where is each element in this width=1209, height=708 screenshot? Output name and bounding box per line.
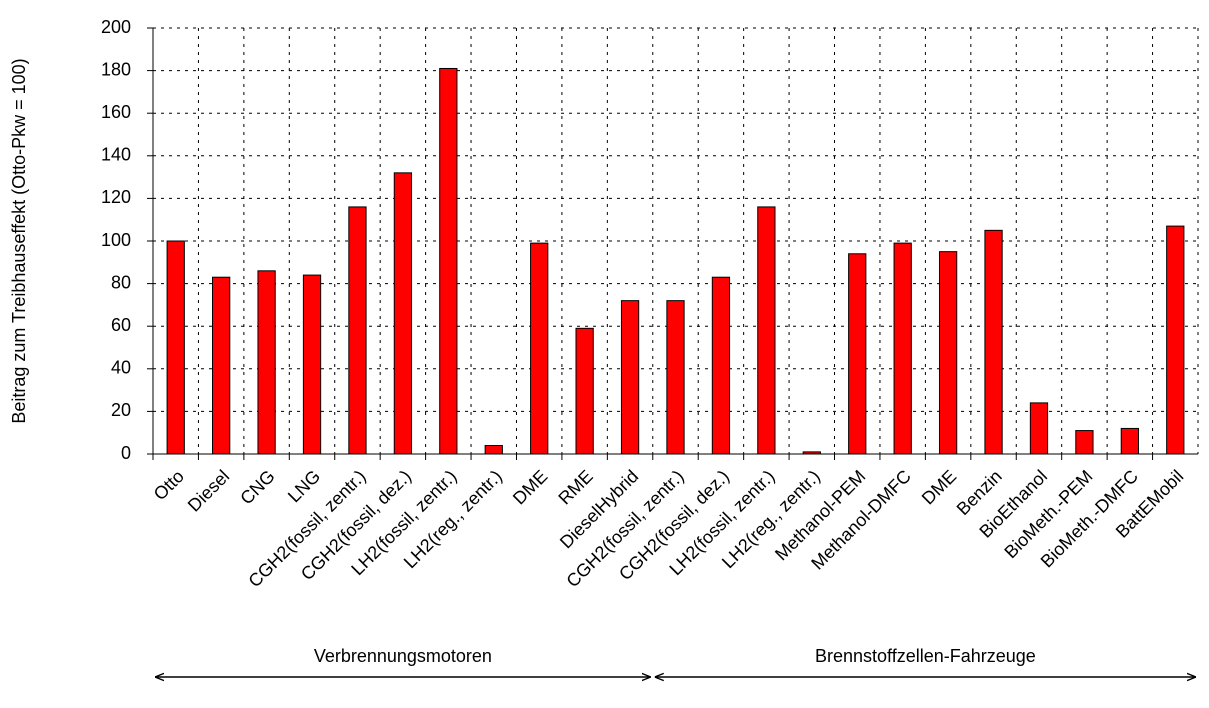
y-tick-label: 120 xyxy=(101,187,131,207)
bar xyxy=(212,276,231,455)
bar xyxy=(757,206,776,455)
bar xyxy=(257,270,276,455)
y-tick-label: 0 xyxy=(121,443,131,463)
bar xyxy=(802,451,821,455)
x-tick-label: RME xyxy=(554,466,596,508)
bar xyxy=(893,242,912,455)
bar xyxy=(575,327,594,455)
bar xyxy=(848,253,867,455)
bar xyxy=(984,229,1003,455)
bar xyxy=(348,206,367,455)
bar xyxy=(1166,225,1185,455)
y-tick-label: 60 xyxy=(111,315,131,335)
bar xyxy=(1029,402,1049,455)
bar xyxy=(938,251,958,455)
x-tick-label: CNG xyxy=(236,466,278,508)
y-tick-label: 40 xyxy=(111,358,131,378)
y-tick-label: 80 xyxy=(111,272,131,292)
bar xyxy=(393,172,413,455)
bar xyxy=(166,240,185,455)
x-tick-label: LNG xyxy=(284,466,324,506)
bar xyxy=(1075,430,1094,455)
x-tick-label: DME xyxy=(918,466,960,508)
y-tick-label: 20 xyxy=(111,400,131,420)
y-tick-label: 100 xyxy=(101,230,131,250)
bar xyxy=(484,444,503,455)
x-tick-label: Otto xyxy=(150,466,188,504)
y-tick-label: 180 xyxy=(101,59,131,79)
y-tick-label: 160 xyxy=(101,102,131,122)
y-tick-label: 140 xyxy=(101,145,131,165)
bar xyxy=(302,274,322,455)
bar xyxy=(620,300,640,455)
bar xyxy=(711,276,731,455)
y-axis-label: Beitrag zum Treibhauseffekt (Otto-Pkw = … xyxy=(9,58,29,423)
y-tick-label: 200 xyxy=(101,17,131,37)
bar xyxy=(666,300,685,455)
bar xyxy=(439,67,458,455)
bar xyxy=(1120,427,1139,455)
group-label: Brennstoffzellen-Fahrzeuge xyxy=(815,646,1036,666)
bar xyxy=(530,242,549,455)
x-tick-label: Diesel xyxy=(184,466,234,516)
group-label: Verbrennungsmotoren xyxy=(314,646,492,666)
x-tick-label: DME xyxy=(509,466,551,508)
